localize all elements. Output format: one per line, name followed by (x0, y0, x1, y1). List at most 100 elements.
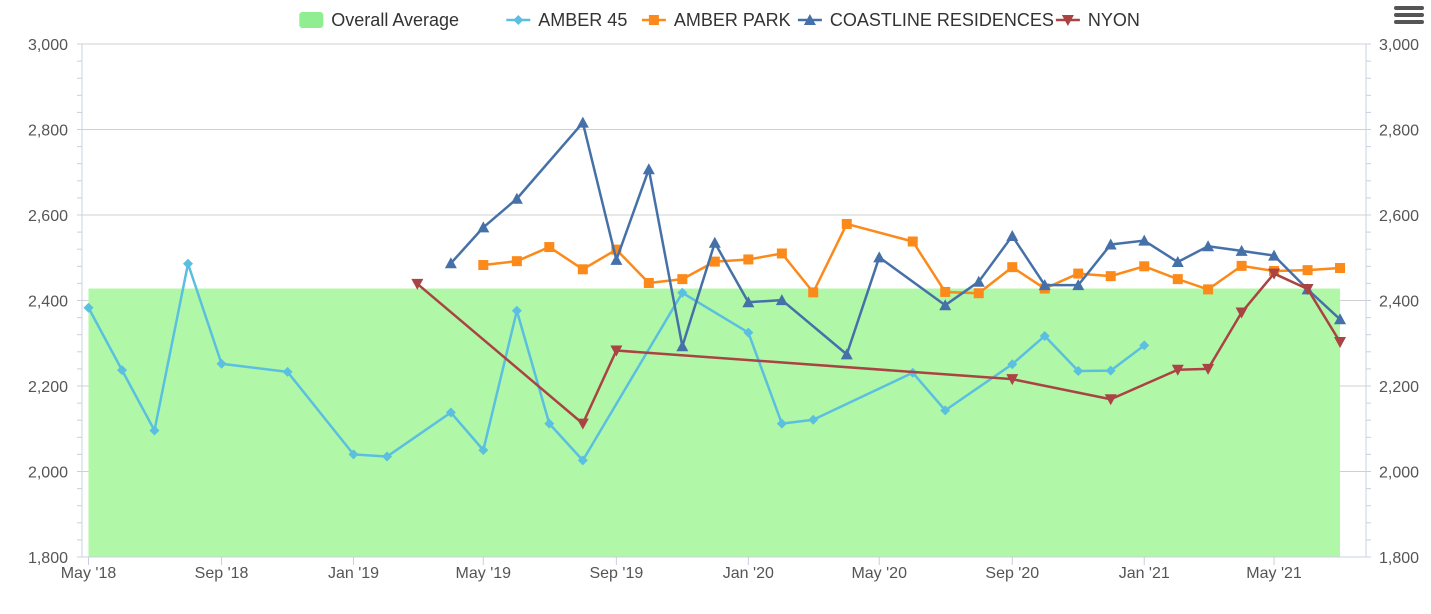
data-point-nyon (576, 418, 589, 430)
data-point-amber-park (511, 256, 522, 267)
y-tick-label-right: 2,000 (1379, 465, 1419, 482)
data-point-coastline-residences (972, 275, 985, 287)
legend-item-amber-park: AMBER PARK (641, 10, 791, 30)
data-point-coastline-residences (775, 294, 788, 306)
legend: Overall Average AMBER 45 AMBER PARK COASTLI… (299, 10, 1140, 30)
data-point-amber-park (1172, 274, 1183, 285)
data-point-amber-45 (743, 327, 754, 338)
legend-item-coastline-residences: COASTLINE RESIDENCES (797, 10, 1054, 30)
y-tick-label-left: 2,800 (28, 123, 68, 140)
overall-average-area (88, 288, 1341, 557)
data-point-amber-45 (1007, 359, 1018, 370)
legend-item-amber-45: AMBER 45 (506, 10, 627, 30)
data-point-coastline-residences (676, 340, 689, 352)
x-tick-label: Sep '20 (985, 565, 1039, 582)
x-tick-label: May '18 (61, 565, 117, 582)
legend-label: Overall Average (331, 10, 459, 30)
data-point-amber-45 (83, 302, 94, 313)
data-point-amber-45 (577, 455, 588, 466)
data-point-coastline-residences (1006, 229, 1019, 241)
hamburger-menu-icon[interactable] (1394, 4, 1424, 30)
data-point-coastline-residences (444, 257, 457, 269)
data-point-coastline-residences (1202, 240, 1215, 252)
data-point-amber-park (544, 242, 555, 253)
data-point-amber-45 (282, 366, 293, 377)
data-point-coastline-residences (1104, 238, 1117, 250)
y-tick-label-left: 1,800 (28, 550, 68, 567)
legend-item-overall-average: Overall Average (299, 10, 459, 30)
y-tick-label-left: 2,000 (28, 465, 68, 482)
data-point-amber-45 (1039, 330, 1050, 341)
legend-label: AMBER 45 (538, 10, 627, 30)
data-point-coastline-residences (742, 296, 755, 308)
data-point-amber-park (973, 288, 984, 299)
data-point-coastline-residences (1138, 234, 1151, 246)
data-point-coastline-residences (1268, 249, 1281, 261)
legend-item-nyon: NYON (1055, 10, 1140, 30)
series-amber-park (478, 218, 1346, 299)
data-point-amber-45 (1073, 366, 1084, 377)
data-point-amber-park (1073, 268, 1084, 279)
data-point-amber-45 (382, 451, 393, 462)
y-tick-label-right: 2,400 (1379, 294, 1419, 311)
data-point-amber-park (1335, 263, 1346, 274)
data-point-nyon (1301, 283, 1314, 295)
data-point-amber-45 (149, 425, 160, 436)
series-line-amber-45 (87, 262, 1145, 462)
data-point-amber-45 (776, 418, 787, 429)
y-tick-label-right: 2,600 (1379, 208, 1419, 225)
data-point-coastline-residences (873, 251, 886, 263)
y-tick-label-right: 1,800 (1379, 550, 1419, 567)
data-point-coastline-residences (610, 253, 623, 265)
x-tick-label: Jan '20 (723, 565, 774, 582)
data-point-amber-45 (940, 405, 951, 416)
data-point-amber-45 (1105, 365, 1116, 376)
data-point-amber-park (907, 236, 918, 247)
data-point-amber-park (478, 260, 489, 271)
data-point-coastline-residences (1235, 244, 1248, 256)
menu-bar (1394, 6, 1424, 10)
x-tick-label: Jan '21 (1119, 565, 1170, 582)
data-point-amber-park (841, 218, 852, 229)
menu-bar (1394, 13, 1424, 17)
x-tick-label: Sep '19 (589, 565, 643, 582)
data-point-amber-park (709, 256, 720, 267)
data-point-amber-park (1007, 262, 1018, 273)
x-tick-label: May '20 (851, 565, 907, 582)
data-point-amber-45 (511, 305, 522, 316)
data-point-nyon (610, 345, 623, 357)
data-point-amber-park (743, 254, 754, 265)
legend-marker (803, 14, 816, 25)
data-point-amber-park (1302, 265, 1313, 276)
y-tick-label-right: 2,200 (1379, 379, 1419, 396)
y-tick-label-right: 2,800 (1379, 123, 1419, 140)
x-tick-label: May '19 (456, 565, 512, 582)
data-point-coastline-residences (1038, 279, 1051, 291)
data-point-amber-45 (478, 445, 489, 456)
series-coastline-residences (444, 116, 1347, 360)
data-point-amber-park (643, 277, 654, 288)
data-point-amber-park (1139, 261, 1150, 272)
data-point-amber-45 (117, 365, 128, 376)
data-point-coastline-residences (840, 348, 853, 360)
data-point-coastline-residences (1171, 256, 1184, 268)
y-tick-label-left: 2,600 (28, 208, 68, 225)
data-point-coastline-residences (477, 221, 490, 233)
data-point-amber-45 (445, 407, 456, 418)
y-tick-label-right: 3,000 (1379, 37, 1419, 54)
data-point-amber-45 (544, 418, 555, 429)
data-point-amber-45 (216, 358, 227, 369)
x-tick-label: Sep '18 (195, 565, 249, 582)
data-point-coastline-residences (1334, 313, 1347, 325)
series-amber-45 (83, 258, 1150, 466)
y-tick-label-left: 2,200 (28, 379, 68, 396)
data-point-nyon (1268, 268, 1281, 280)
legend-marker (1061, 15, 1074, 26)
data-point-coastline-residences (576, 116, 589, 128)
data-point-amber-park (940, 286, 951, 297)
data-point-amber-park (1105, 271, 1116, 282)
data-point-nyon (1171, 364, 1184, 376)
legend-swatch (299, 12, 324, 28)
data-point-nyon (1104, 394, 1117, 406)
